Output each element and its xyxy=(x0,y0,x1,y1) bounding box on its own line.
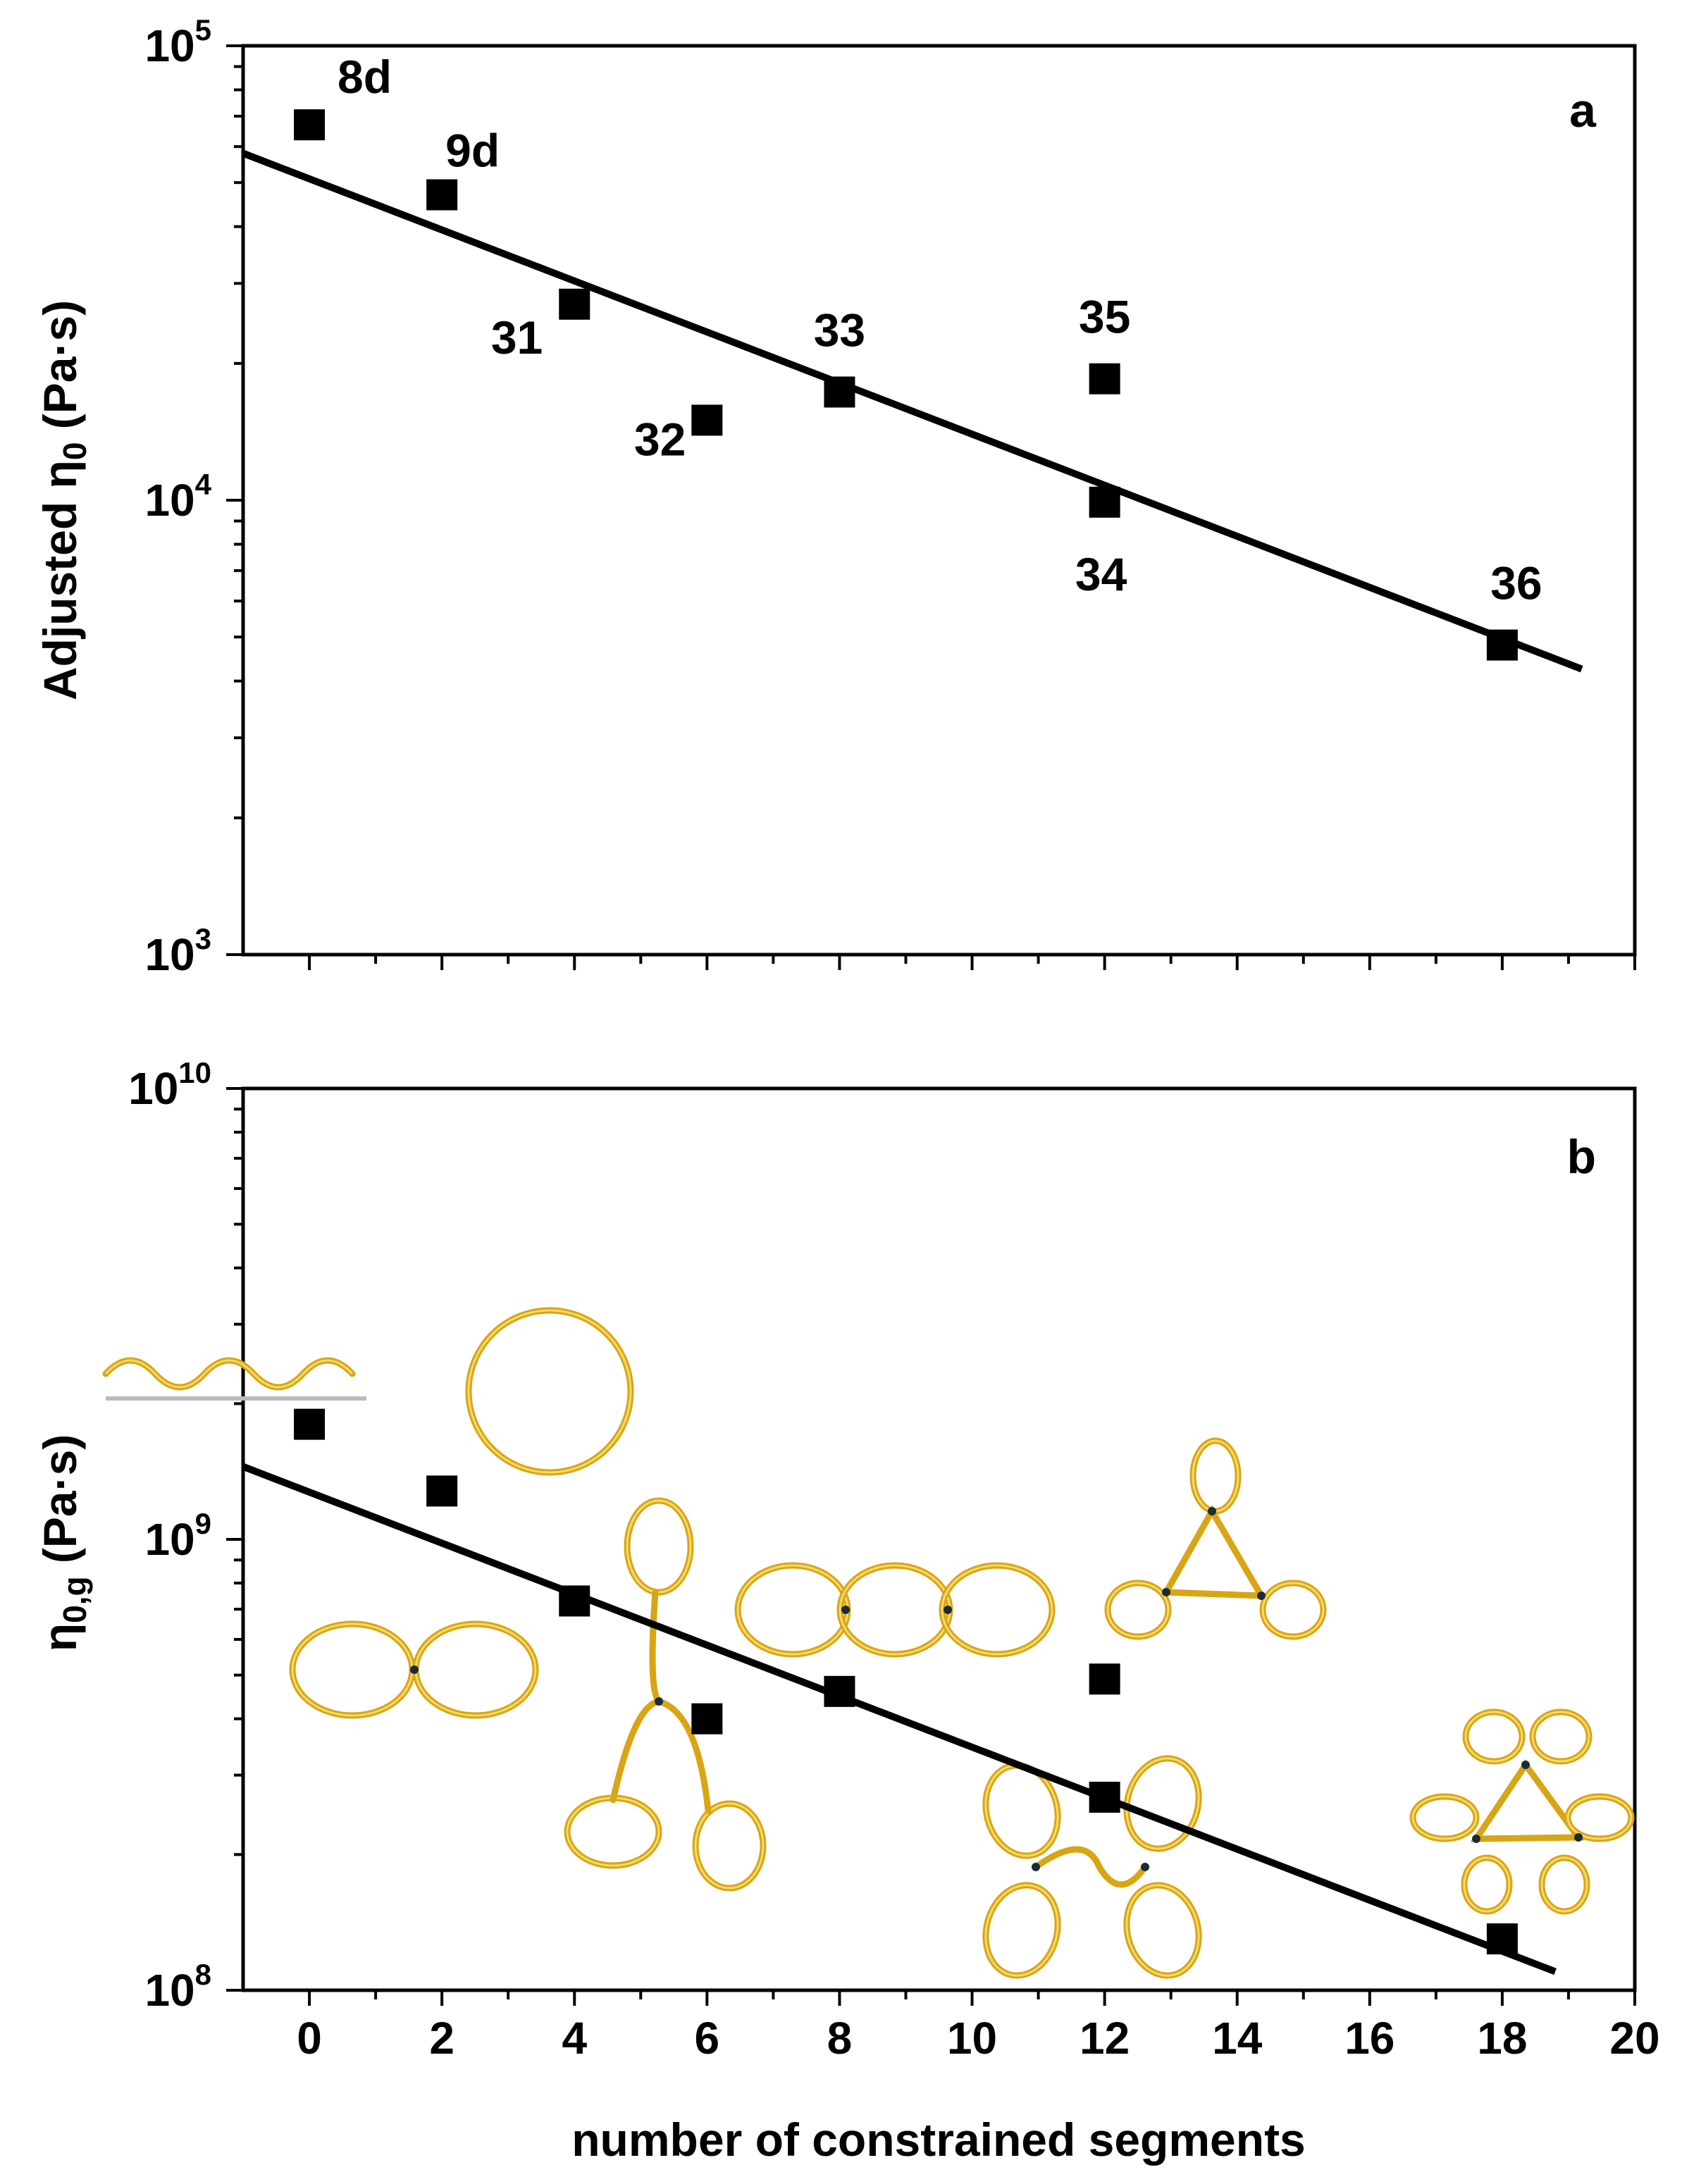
x-tick-label: 0 xyxy=(297,2013,322,2064)
six-leaf-triangle-icon xyxy=(1409,1708,1635,1915)
x-tick-label: 14 xyxy=(1212,2013,1263,2064)
x-tick-label: 4 xyxy=(562,2013,587,2064)
panel-b-y-axis-title: η0,g (Pa·s) xyxy=(34,1434,93,1652)
point-label: 31 xyxy=(491,311,543,364)
fit-line xyxy=(242,1463,1557,1975)
point-label: 33 xyxy=(814,304,865,356)
y-tick-label: 108 xyxy=(144,1958,211,2016)
panel-a-label: a xyxy=(1569,84,1597,137)
panel-b: 0 2 4 6 8 10 12 14 16 18 20 108 109 1010 b η0,g (Pa·s… xyxy=(34,1056,1660,2166)
figure-eight-icon xyxy=(289,1620,539,1719)
data-point-square xyxy=(559,288,590,320)
y-tick-label: 1010 xyxy=(128,1056,211,1114)
panel-b-fit xyxy=(242,1463,1557,1975)
data-point-square xyxy=(824,376,855,408)
x-tick-label: 6 xyxy=(695,2013,720,2064)
fit-line xyxy=(242,149,1583,673)
double-figure-eight-icon xyxy=(734,1562,1056,1658)
data-point-square xyxy=(691,404,723,436)
panel-b-points xyxy=(294,1408,1518,1955)
tadpole-triangle-icon xyxy=(1104,1437,1327,1640)
y-tick-label: 104 xyxy=(144,468,211,526)
panel-a-y-axis-title: Adjusted η0 (Pa·s) xyxy=(34,300,93,700)
panel-b-label: b xyxy=(1566,1130,1596,1184)
data-point-square xyxy=(691,1703,723,1735)
data-point-square xyxy=(1089,363,1120,395)
y-tick-label: 109 xyxy=(144,1507,211,1565)
data-point-square xyxy=(1089,1663,1120,1695)
point-label: 32 xyxy=(634,413,686,465)
panel-b-frame xyxy=(241,1086,1637,1992)
x-tick-label: 2 xyxy=(429,2013,454,2064)
three-leaf-clover-icon xyxy=(564,1497,767,1892)
point-label: 9d xyxy=(445,124,500,176)
x-tick-label: 8 xyxy=(827,2013,853,2064)
data-point-square xyxy=(1486,1923,1518,1955)
data-point-square xyxy=(426,1475,458,1507)
y-tick-label: 103 xyxy=(144,922,211,980)
panel-a-fit xyxy=(242,149,1583,673)
data-point-square xyxy=(824,1675,855,1707)
panel-b-topology-icons xyxy=(102,1307,1635,1979)
panel-b-ticks: 0 2 4 6 8 10 12 14 16 18 20 108 109 1010 xyxy=(128,1056,1660,2064)
linear-chain-icon xyxy=(102,1357,366,1401)
data-point-square xyxy=(1486,629,1518,661)
ring-icon xyxy=(465,1307,634,1476)
point-label: 34 xyxy=(1075,548,1127,600)
point-label: 8d xyxy=(338,51,392,103)
data-point-square xyxy=(1089,486,1120,518)
x-tick-label: 16 xyxy=(1344,2013,1395,2064)
four-leaf-double-icon xyxy=(982,1755,1202,1979)
data-point-square xyxy=(1089,1781,1120,1813)
point-label: 35 xyxy=(1079,291,1130,343)
x-axis-title: number of constrained segments xyxy=(571,2114,1306,2166)
x-tick-label: 10 xyxy=(947,2013,997,2064)
x-tick-label: 18 xyxy=(1477,2013,1527,2064)
panel-a-ticks: 103 104 105 xyxy=(144,13,1636,980)
data-point-square xyxy=(294,109,326,141)
x-tick-label: 20 xyxy=(1609,2013,1659,2064)
panel-a-points xyxy=(294,109,1518,661)
x-tick-label: 12 xyxy=(1080,2013,1130,2064)
panel-a-point-labels: 8d 9d 31 32 33 35 34 36 xyxy=(338,51,1542,609)
data-point-square xyxy=(426,179,458,211)
data-point-square xyxy=(559,1585,590,1617)
point-label: 36 xyxy=(1490,557,1542,609)
y-tick-label: 105 xyxy=(144,13,211,71)
panel-a: 103 104 105 8d 9d 31 32 33 35 34 36 a Adjusted η0… xyxy=(34,13,1637,980)
data-point-square xyxy=(294,1408,326,1440)
